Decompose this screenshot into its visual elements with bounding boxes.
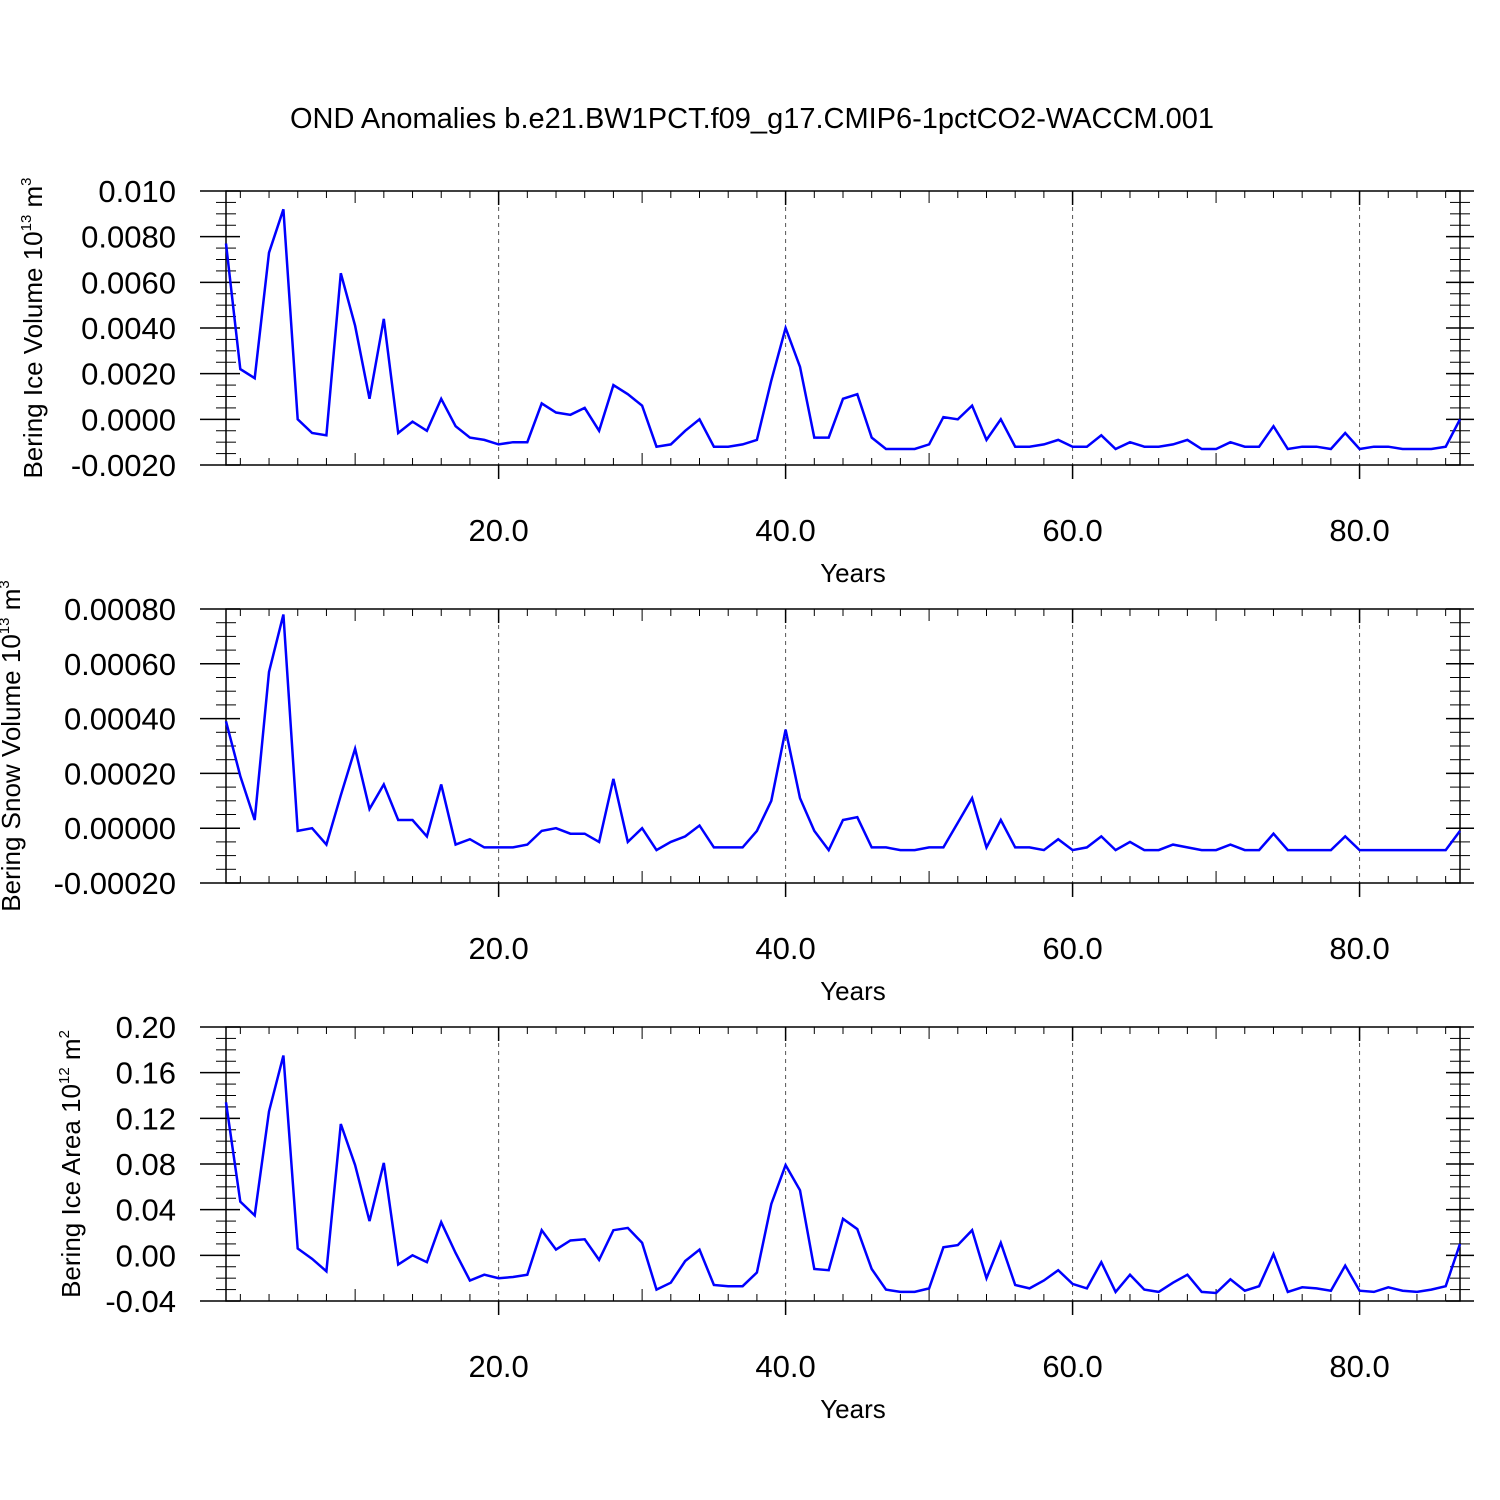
ice-area-xlabel: Years [820, 1394, 886, 1424]
snow-volume-ytick-label-5: -0.00020 [54, 866, 176, 901]
ice-volume-ytick-label-0: 0.010 [98, 174, 176, 209]
ice-area-ytick-label-5: 0.00 [116, 1238, 176, 1273]
ice-area-ylabel: Bering Ice Area 1012 m2 [56, 1030, 86, 1298]
snow-volume-ylabel-unit: m [0, 589, 26, 618]
snow-volume-ytick-label-0: 0.00080 [64, 592, 176, 627]
ice-area-xtick-label-2: 60.0 [1042, 1349, 1102, 1384]
snow-volume-ytick-label-3: 0.00020 [64, 756, 176, 791]
ice-area-ytick-label-0: 0.20 [116, 1010, 176, 1045]
snow-volume-ylabel-exponent: 13 [0, 618, 13, 635]
ice-volume-ylabel-unit: m [18, 186, 48, 215]
ice-area-ylabel-unit: m [56, 1038, 86, 1067]
ice-area-ylabel-text: Bering Ice Area 10 [56, 1084, 86, 1298]
ice-volume-xtick-label-3: 80.0 [1329, 513, 1389, 548]
ice-area-ylabel-exponent: 12 [56, 1067, 73, 1084]
ice-volume-series-line [224, 208, 1462, 451]
ice-volume-ylabel-text: Bering Ice Volume 10 [18, 231, 48, 478]
panel-ice-area: 20.0 40.0 60.0 80.0 0.20 0.16 0.12 0.08 0.04 0.00… [56, 1010, 1474, 1424]
snow-volume-ylabel-text: Bering Snow Volume 10 [0, 634, 26, 912]
ice-area-ylabel-unit-exponent: 2 [56, 1030, 73, 1038]
snow-volume-xtick-label-3: 80.0 [1329, 931, 1389, 966]
snow-volume-ylabel: Bering Snow Volume 1013 m3 [0, 580, 26, 911]
panel-ice-volume: 20.0 40.0 60.0 80.0 0.010 0.0080 0.0060 0.0040 0… [18, 174, 1474, 588]
ice-area-ytick-label-1: 0.16 [116, 1056, 176, 1091]
ice-volume-ylabel-unit-exponent: 3 [18, 177, 35, 185]
ice-volume-ytick-label-5: 0.0000 [81, 402, 176, 437]
ice-volume-ytick-label-2: 0.0060 [81, 265, 176, 300]
ice-area-xtick-label-1: 40.0 [755, 1349, 815, 1384]
ice-volume-ylabel: Bering Ice Volume 1013 m3 [18, 177, 48, 478]
ice-volume-xtick-label-2: 60.0 [1042, 513, 1102, 548]
ice-area-ytick-label-6: -0.04 [105, 1284, 176, 1319]
snow-volume-ytick-label-2: 0.00040 [64, 702, 176, 737]
ice-volume-ytick-label-1: 0.0080 [81, 220, 176, 255]
ice-volume-ytick-label-6: -0.0020 [71, 448, 176, 483]
snow-volume-xlabel: Years [820, 976, 886, 1006]
ice-volume-ylabel-exponent: 13 [18, 215, 35, 232]
snow-volume-ylabel-unit-exponent: 3 [0, 580, 13, 588]
ice-volume-xlabel: Years [820, 558, 886, 588]
panel-snow-volume: 20.0 40.0 60.0 80.0 0.00080 0.00060 0.00040 0.0… [0, 580, 1474, 1006]
snow-volume-xtick-label-0: 20.0 [468, 931, 528, 966]
snow-volume-ytick-label-1: 0.00060 [64, 647, 176, 682]
ice-volume-frame [225, 190, 1461, 466]
ice-volume-ytick-label-3: 0.0040 [81, 311, 176, 346]
snow-volume-series-line [224, 614, 1462, 853]
ice-area-xtick-label-3: 80.0 [1329, 1349, 1389, 1384]
snow-volume-xtick-label-1: 40.0 [755, 931, 815, 966]
ice-area-ytick-label-2: 0.12 [116, 1101, 176, 1136]
snow-volume-frame [225, 608, 1461, 884]
ice-volume-ytick-label-4: 0.0020 [81, 357, 176, 392]
ice-volume-xtick-label-0: 20.0 [468, 513, 528, 548]
ice-area-frame [225, 1026, 1461, 1302]
ice-volume-xtick-label-1: 40.0 [755, 513, 815, 548]
ice-area-series-line [224, 1055, 1462, 1295]
ice-area-ytick-label-3: 0.08 [116, 1147, 176, 1182]
snow-volume-xtick-label-2: 60.0 [1042, 931, 1102, 966]
ice-area-xtick-label-0: 20.0 [468, 1349, 528, 1384]
ice-area-ytick-label-4: 0.04 [116, 1193, 176, 1228]
chart-title: OND Anomalies b.e21.BW1PCT.f09_g17.CMIP6… [290, 103, 1214, 135]
snow-volume-ytick-label-4: 0.00000 [64, 811, 176, 846]
